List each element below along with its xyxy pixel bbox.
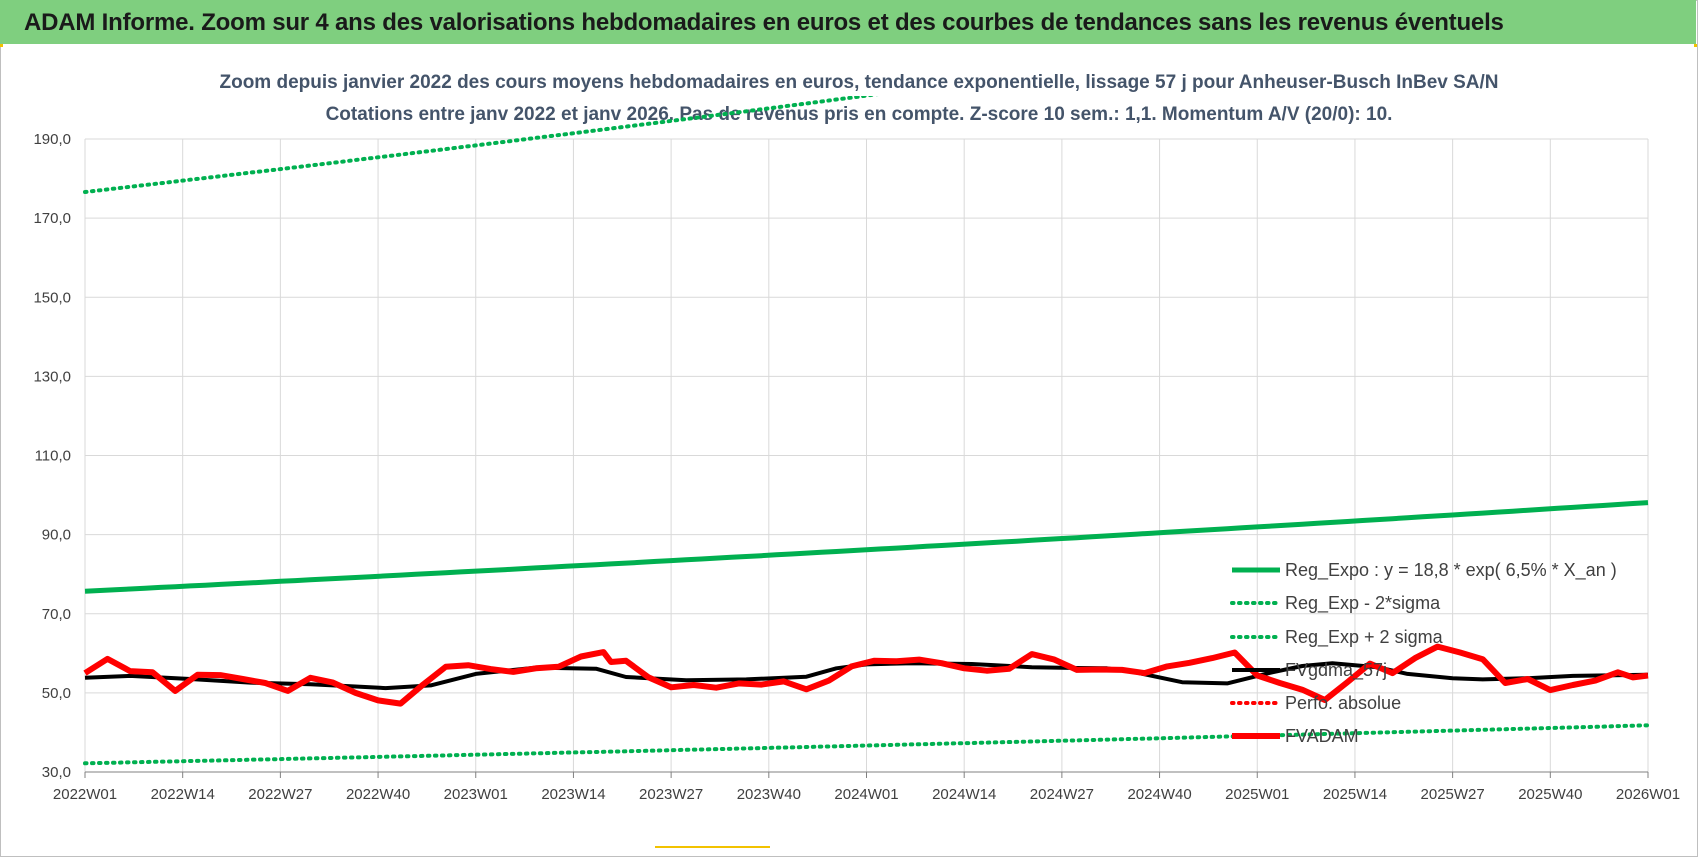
x-tick-label: 2024W27 <box>1030 786 1094 803</box>
x-tick-label: 2022W40 <box>346 786 410 803</box>
legend-label: Reg_Expo : y = 18,8 * exp( 6,5% * X_an ) <box>1285 560 1617 581</box>
y-tick-label: 170,0 <box>33 210 71 227</box>
y-tick-label: 70,0 <box>42 606 71 623</box>
y-tick-label: 90,0 <box>42 527 71 544</box>
regression-line <box>84 500 1649 594</box>
header-banner: ADAM Informe. Zoom sur 4 ans des valoris… <box>0 0 1696 44</box>
x-tick-label: 2023W01 <box>444 786 508 803</box>
x-tick-label: 2022W01 <box>53 786 117 803</box>
legend-label: Reg_Exp + 2 sigma <box>1285 627 1444 648</box>
x-tick-label: 2026W01 <box>1616 786 1680 803</box>
x-tick-label: 2025W01 <box>1225 786 1289 803</box>
y-tick-label: 190,0 <box>33 131 71 148</box>
x-tick-label: 2022W27 <box>248 786 312 803</box>
y-tick-label: 130,0 <box>33 368 71 385</box>
legend-label: FVgdma_57j <box>1285 660 1387 681</box>
corner-mark <box>0 44 3 47</box>
legend-label: Reg_Exp - 2*sigma <box>1285 593 1441 614</box>
x-tick-label: 2023W40 <box>737 786 801 803</box>
x-tick-label: 2024W40 <box>1127 786 1191 803</box>
legend-label: Perfo. absolue <box>1285 693 1401 713</box>
y-tick-label: 30,0 <box>42 764 71 781</box>
x-tick-label: 2023W14 <box>541 786 605 803</box>
banner-title: ADAM Informe. Zoom sur 4 ans des valoris… <box>24 9 1504 36</box>
x-tick-label: 2025W14 <box>1323 786 1387 803</box>
x-tick-label: 2024W14 <box>932 786 996 803</box>
y-tick-label: 50,0 <box>42 685 71 702</box>
legend-label: FVADAM <box>1285 726 1359 746</box>
chart-title: Zoom depuis janvier 2022 des cours moyen… <box>219 72 1499 93</box>
fvadam-line <box>83 643 1649 707</box>
x-tick-label: 2025W27 <box>1421 786 1485 803</box>
x-tick-label: 2023W27 <box>639 786 703 803</box>
upper-band-line <box>83 96 879 194</box>
x-tick-label: 2025W40 <box>1518 786 1582 803</box>
corner-mark <box>655 846 770 848</box>
corner-mark <box>1694 44 1697 47</box>
x-tick-label: 2024W01 <box>834 786 898 803</box>
y-tick-label: 110,0 <box>35 448 71 465</box>
chart-subtitle: Cotations entre janv 2022 et janv 2026. … <box>325 104 1393 125</box>
y-tick-label: 150,0 <box>33 289 71 306</box>
lower-band-line <box>83 723 1650 766</box>
x-tick-label: 2022W14 <box>151 786 215 803</box>
